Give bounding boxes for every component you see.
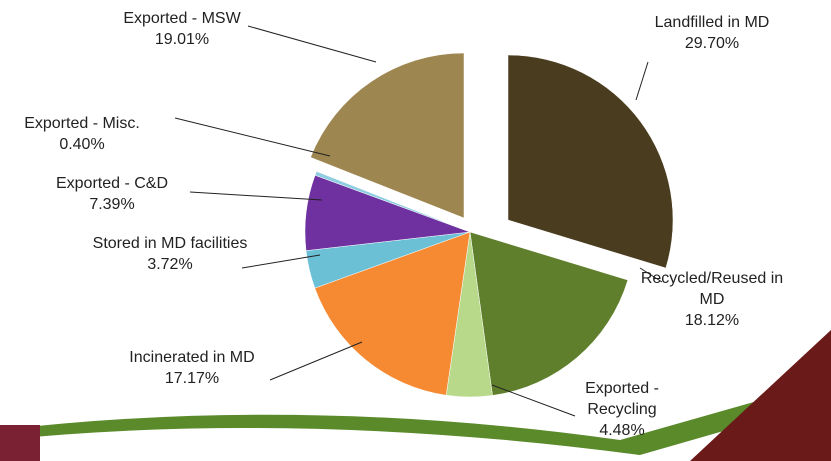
leader-line: [635, 61, 649, 101]
leader-line: [639, 267, 663, 283]
value-label: 19.01%: [154, 31, 210, 48]
leader-line: [241, 254, 321, 269]
pie-slice: [310, 52, 465, 219]
logo: [0, 425, 40, 461]
slice-label: Landfilled in MD 29.70%: [632, 12, 792, 54]
decor-corner: [690, 330, 831, 461]
category-label: Incinerated in MD: [129, 349, 255, 366]
label-box: Exported - Recycling 4.48%: [567, 378, 677, 441]
label-box: Incinerated in MD 17.17%: [112, 347, 272, 389]
label-box: Exported - MSW 19.01%: [102, 8, 262, 50]
value-label: 4.48%: [599, 422, 645, 439]
leader-line: [247, 25, 377, 63]
label-box: Exported - Misc. 0.40%: [2, 113, 162, 155]
category-label: Exported - MSW: [123, 10, 241, 27]
value-label: 18.12%: [684, 312, 740, 329]
value-label: 3.72%: [147, 256, 193, 273]
label-box: Landfilled in MD 29.70%: [632, 12, 792, 54]
pie: [304, 52, 674, 398]
value-label: 7.39%: [89, 196, 135, 213]
pie-slice: [507, 54, 674, 269]
slice-label: Exported - Recycling 4.48%: [567, 378, 677, 441]
value-label: 29.70%: [684, 35, 740, 52]
slice-label: Recycled/Reused in MD 18.12%: [632, 268, 792, 331]
pie-slice: [314, 171, 471, 233]
leader-line: [269, 341, 363, 381]
category-label: Recycled/Reused in MD: [640, 270, 784, 308]
pie-slice: [314, 231, 471, 396]
category-label: Exported - Recycling: [585, 380, 659, 418]
label-box: Recycled/Reused in MD 18.12%: [632, 268, 792, 331]
category-label: Landfilled in MD: [654, 14, 770, 31]
slice-label: Incinerated in MD 17.17%: [112, 347, 272, 389]
decor-swoosh-inner: [0, 400, 831, 461]
category-label: Exported - Misc.: [24, 115, 140, 132]
value-label: 17.17%: [164, 370, 220, 387]
leader-line: [189, 191, 323, 201]
label-box: Stored in MD facilities 3.72%: [90, 233, 250, 275]
leader-line: [491, 384, 576, 417]
pie-slice: [469, 231, 629, 396]
label-box: Exported - C&D 7.39%: [32, 173, 192, 215]
leader-line: [174, 117, 331, 157]
category-label: Exported - C&D: [55, 175, 169, 192]
category-label: Stored in MD facilities: [92, 235, 248, 252]
slice-label: Exported - MSW 19.01%: [102, 8, 262, 50]
slice-label: Exported - C&D 7.39%: [32, 173, 192, 215]
slice-label: Stored in MD facilities 3.72%: [90, 233, 250, 275]
value-label: 0.40%: [59, 136, 105, 153]
slice-label: Exported - Misc. 0.40%: [2, 113, 162, 155]
